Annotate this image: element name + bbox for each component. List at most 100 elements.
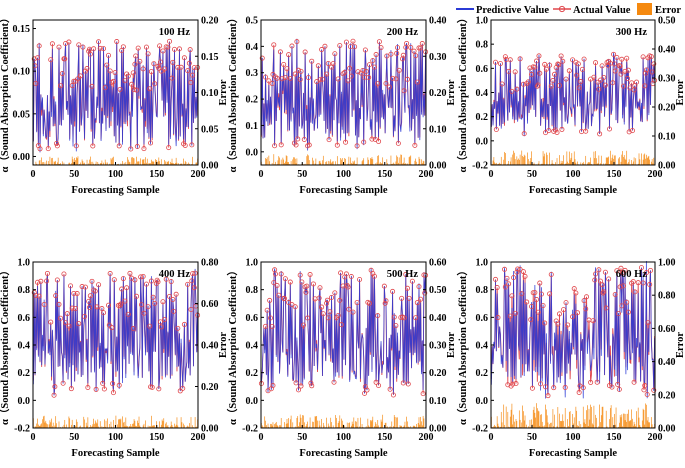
error-bar [614, 155, 616, 165]
actual-value-point [579, 66, 585, 72]
actual-value-point [612, 291, 618, 297]
actual-value-point [346, 306, 352, 312]
error-bar [500, 411, 502, 428]
error-bar [47, 161, 49, 165]
error-bar [421, 425, 423, 428]
error-bar [97, 162, 99, 165]
error-bar [575, 162, 577, 165]
actual-value-point [343, 271, 349, 277]
error-bar [129, 426, 131, 428]
y-tick-label: 0.4 [246, 341, 259, 352]
error-bar [523, 154, 525, 165]
error-bar [524, 415, 526, 428]
error-bar [275, 423, 276, 428]
error-bar [607, 157, 609, 165]
actual-value-point [634, 79, 640, 85]
error-bar [545, 404, 546, 428]
error-bar [262, 426, 264, 428]
error-bar [507, 411, 509, 428]
error-bar [531, 151, 532, 165]
error-bar [137, 420, 138, 428]
panel-frequency-label: 300 Hz [616, 27, 648, 38]
y-tick-label: 0.3 [246, 68, 259, 79]
actual-value-point [535, 82, 541, 88]
error-bar [265, 420, 266, 428]
error-bar [419, 424, 421, 428]
actual-value-point [619, 56, 625, 62]
actual-value-point [141, 310, 147, 316]
error-bar [363, 158, 365, 165]
actual-value-point [373, 52, 379, 58]
error-bar [572, 413, 573, 428]
actual-value-point [115, 302, 121, 308]
error-bar [354, 160, 355, 165]
actual-value-point [570, 314, 576, 320]
error-bar [134, 420, 136, 428]
legend-actual-label: Actual Value [573, 5, 631, 16]
error-bar [625, 413, 627, 428]
x-tick-label: 0 [259, 169, 264, 180]
actual-value-point [422, 290, 428, 296]
actual-value-point [189, 142, 195, 148]
error-bar [587, 425, 589, 428]
error-bar [313, 160, 314, 165]
error-bar [112, 157, 113, 165]
y-tick-label: 1.0 [476, 16, 489, 27]
actual-value-point [320, 311, 326, 317]
y-tick-label: 0.10 [13, 67, 31, 78]
error-bar [529, 161, 531, 165]
error-bar [523, 411, 524, 428]
error-bar [496, 416, 498, 428]
actual-value-point [542, 320, 548, 326]
actual-value-point [148, 140, 154, 146]
actual-value-point [181, 141, 187, 147]
actual-value-point [33, 80, 39, 86]
error-bar [544, 425, 546, 428]
error-bar [649, 159, 650, 165]
chart-panel-6: 0 50 100 150 200 -0.2 0.0 0.2 0.4 0.6 0.8 1.0 0.00 0.… [456, 258, 685, 460]
x-tick-label: 0 [489, 169, 494, 180]
actual-value-point [506, 281, 512, 287]
error-bar [151, 415, 152, 428]
error-bar [609, 150, 611, 165]
actual-value-point [643, 67, 649, 73]
error-bar [583, 163, 585, 165]
y2-tick-label: 0.20 [429, 368, 447, 379]
error-bar [369, 420, 371, 428]
error-bar [575, 406, 577, 428]
actual-value-point [360, 67, 366, 73]
error-bar [378, 425, 379, 428]
actual-value-point [101, 386, 107, 392]
x-tick-label: 100 [108, 432, 123, 443]
actual-value-point [645, 320, 651, 326]
error-bar [624, 158, 626, 165]
error-bar [149, 426, 151, 428]
error-bar [142, 425, 144, 428]
actual-value-point [599, 63, 605, 69]
chart-panel-1: 0 50 100 150 2000.000.050.100.150.000.050.10… [0, 13, 229, 196]
actual-value-point [588, 379, 594, 385]
actual-value-point [576, 85, 582, 91]
error-bar [549, 152, 550, 165]
error-bar [159, 421, 160, 428]
error-bar [178, 163, 179, 165]
error-bar [335, 415, 336, 428]
actual-value-point [105, 52, 111, 58]
error-bar [194, 417, 196, 428]
error-bar [266, 425, 267, 428]
error-bar [177, 425, 179, 428]
actual-value-point [278, 271, 284, 277]
error-bar [585, 155, 587, 165]
error-bar [614, 155, 615, 165]
error-bar [41, 157, 42, 165]
error-bar [81, 159, 83, 165]
actual-value-point [570, 57, 576, 63]
error-bar [132, 157, 133, 165]
actual-value-point [592, 277, 598, 283]
y-tick-label: 1.0 [246, 258, 259, 269]
error-bar [295, 163, 297, 165]
error-bar [631, 409, 632, 428]
y2-tick-label: 0.30 [658, 74, 676, 85]
actual-value-point [519, 291, 525, 297]
error-bar [52, 157, 53, 165]
